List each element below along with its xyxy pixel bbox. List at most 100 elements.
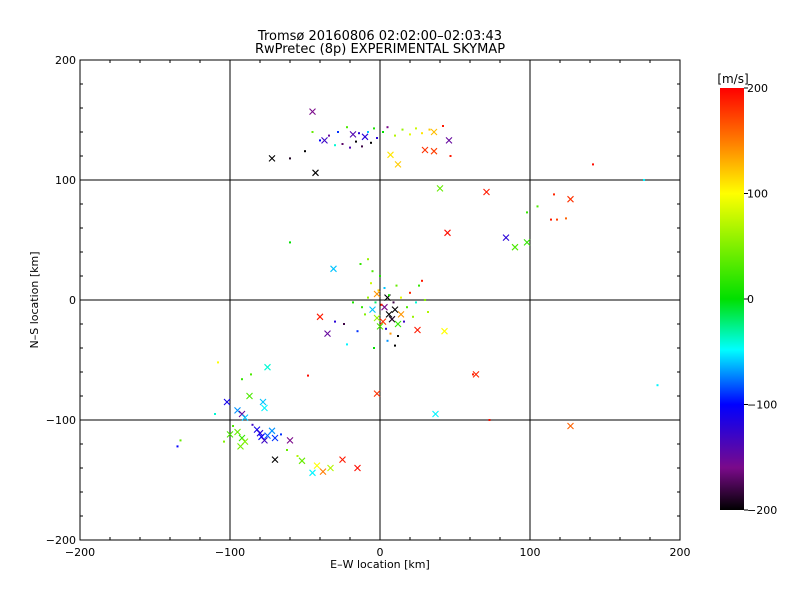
dot-point	[377, 289, 380, 292]
cross-point	[388, 315, 396, 323]
cross-point	[234, 407, 241, 414]
dot-point	[341, 143, 344, 145]
dot-point	[643, 179, 645, 181]
cross-point	[261, 404, 268, 412]
cross-point	[441, 327, 448, 335]
dot-point	[334, 144, 336, 147]
cross-point	[436, 185, 444, 192]
cross-point	[327, 464, 334, 472]
dot-point	[386, 339, 389, 342]
dot-point	[380, 303, 383, 306]
cross-point	[414, 326, 421, 334]
dot-point	[289, 241, 291, 244]
dot-point	[392, 301, 395, 304]
dot-point	[214, 413, 216, 415]
cross-point	[373, 314, 381, 322]
y-axis-label: N–S location [km]	[28, 251, 41, 348]
cross-point	[268, 155, 276, 162]
cross-point	[321, 137, 328, 144]
cross-point	[472, 371, 480, 378]
dot-point	[358, 132, 360, 135]
dot-point	[550, 218, 552, 221]
dot-point	[389, 332, 392, 335]
dot-point	[428, 128, 431, 131]
cross-point	[511, 243, 519, 251]
dot-point	[383, 287, 386, 289]
dot-point	[176, 445, 179, 448]
cross-point	[394, 161, 402, 168]
dot-point	[251, 423, 254, 426]
cross-point	[432, 410, 439, 418]
dot-point	[337, 131, 339, 133]
cross-point	[430, 128, 438, 136]
y-tick-label: −200	[46, 534, 76, 547]
dot-point	[334, 320, 336, 323]
cross-point	[316, 313, 324, 321]
dot-point	[349, 146, 351, 149]
dot-point	[488, 419, 491, 421]
dot-point	[328, 134, 330, 137]
dot-point	[376, 137, 378, 139]
dot-point	[472, 373, 474, 376]
cross-point	[444, 229, 451, 237]
cross-point	[567, 195, 574, 203]
cross-point	[394, 320, 402, 328]
cross-point	[313, 462, 321, 469]
dot-point	[403, 320, 405, 323]
dot-point	[656, 384, 659, 387]
grid-lines	[80, 60, 680, 540]
dot-point	[442, 125, 444, 127]
dot-point	[400, 296, 402, 299]
dot-point	[370, 282, 372, 285]
y-tick-label: 100	[55, 174, 76, 187]
colorbar-tick-label: 100	[747, 188, 768, 201]
x-tick-label: 200	[670, 546, 691, 559]
dot-point	[343, 323, 345, 325]
y-tick-label: −100	[46, 414, 76, 427]
cross-point	[391, 306, 399, 313]
dot-point	[406, 306, 408, 309]
dot-point	[526, 211, 528, 214]
data-marks	[176, 108, 659, 477]
axis-ticks: −200 −100 0 100 200 −200 −100 0 100 200	[46, 54, 691, 559]
dot-point	[217, 361, 219, 364]
dot-point	[361, 306, 363, 309]
dot-point	[355, 140, 357, 143]
cross-point	[264, 363, 271, 371]
dot-point	[427, 311, 429, 313]
colorbar-ticks: −200 −100 0 100 200	[744, 82, 777, 517]
x-tick-label: −200	[65, 546, 95, 559]
cross-point	[256, 429, 264, 437]
dot-point	[346, 126, 348, 129]
dot-point	[286, 449, 288, 451]
dot-point	[304, 150, 306, 153]
dot-point	[289, 157, 291, 160]
colorbar-label: [m/s]	[717, 72, 748, 86]
dot-point	[421, 132, 423, 135]
x-tick-label: 0	[377, 546, 384, 559]
cross-point	[445, 137, 453, 144]
cross-point	[483, 188, 490, 196]
cross-point	[246, 392, 253, 400]
x-tick-label: 100	[520, 546, 541, 559]
dot-point	[373, 347, 375, 349]
dot-point	[346, 343, 348, 346]
colorbar	[720, 88, 744, 510]
dot-point	[280, 433, 282, 436]
cross-point	[234, 428, 241, 436]
cross-point	[349, 131, 357, 138]
dot-point	[359, 263, 362, 265]
dot-point	[412, 315, 414, 318]
dot-point	[536, 205, 539, 208]
cross-point	[286, 437, 294, 444]
dot-point	[356, 330, 359, 333]
cross-point	[259, 398, 267, 406]
dot-point	[367, 131, 369, 133]
dot-point	[395, 284, 398, 287]
dot-point	[373, 127, 375, 130]
cross-point	[309, 108, 316, 115]
cross-point	[376, 323, 384, 330]
dot-point	[394, 134, 396, 137]
cross-point	[226, 431, 234, 438]
dot-point	[379, 275, 381, 277]
